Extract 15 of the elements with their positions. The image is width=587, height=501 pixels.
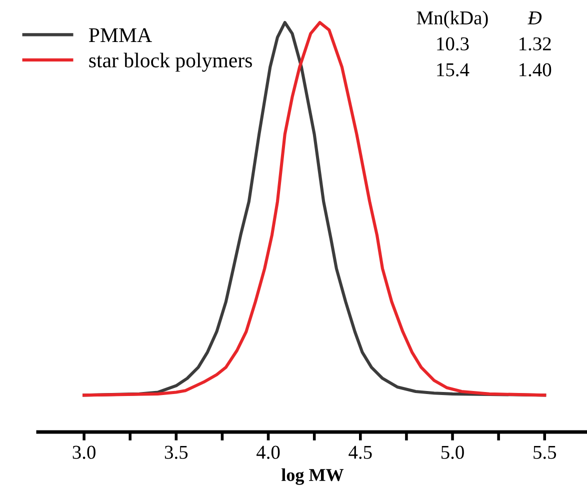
annotation: Đ (528, 12, 542, 24)
annotation: 10.3 (437, 37, 469, 50)
annotation: Mn(kDa) (416, 10, 488, 28)
x-tick-label: 5.5 (534, 446, 556, 459)
x-tick-label: 3.0 (72, 446, 96, 459)
annotation: 1.32 (520, 37, 551, 50)
x-tick-label: 4.0 (256, 446, 280, 459)
x-tick-label: 3.5 (164, 446, 188, 459)
x-tick-label: 4.5 (348, 446, 372, 459)
x-tick-label: 5.0 (441, 446, 464, 459)
legend-label: star block polymers (89, 52, 252, 72)
legend-label: PMMA (88, 28, 152, 42)
annotation: 15.4 (437, 63, 470, 76)
annotation: 1.40 (520, 63, 552, 76)
x-axis-title: log MW (282, 468, 344, 485)
